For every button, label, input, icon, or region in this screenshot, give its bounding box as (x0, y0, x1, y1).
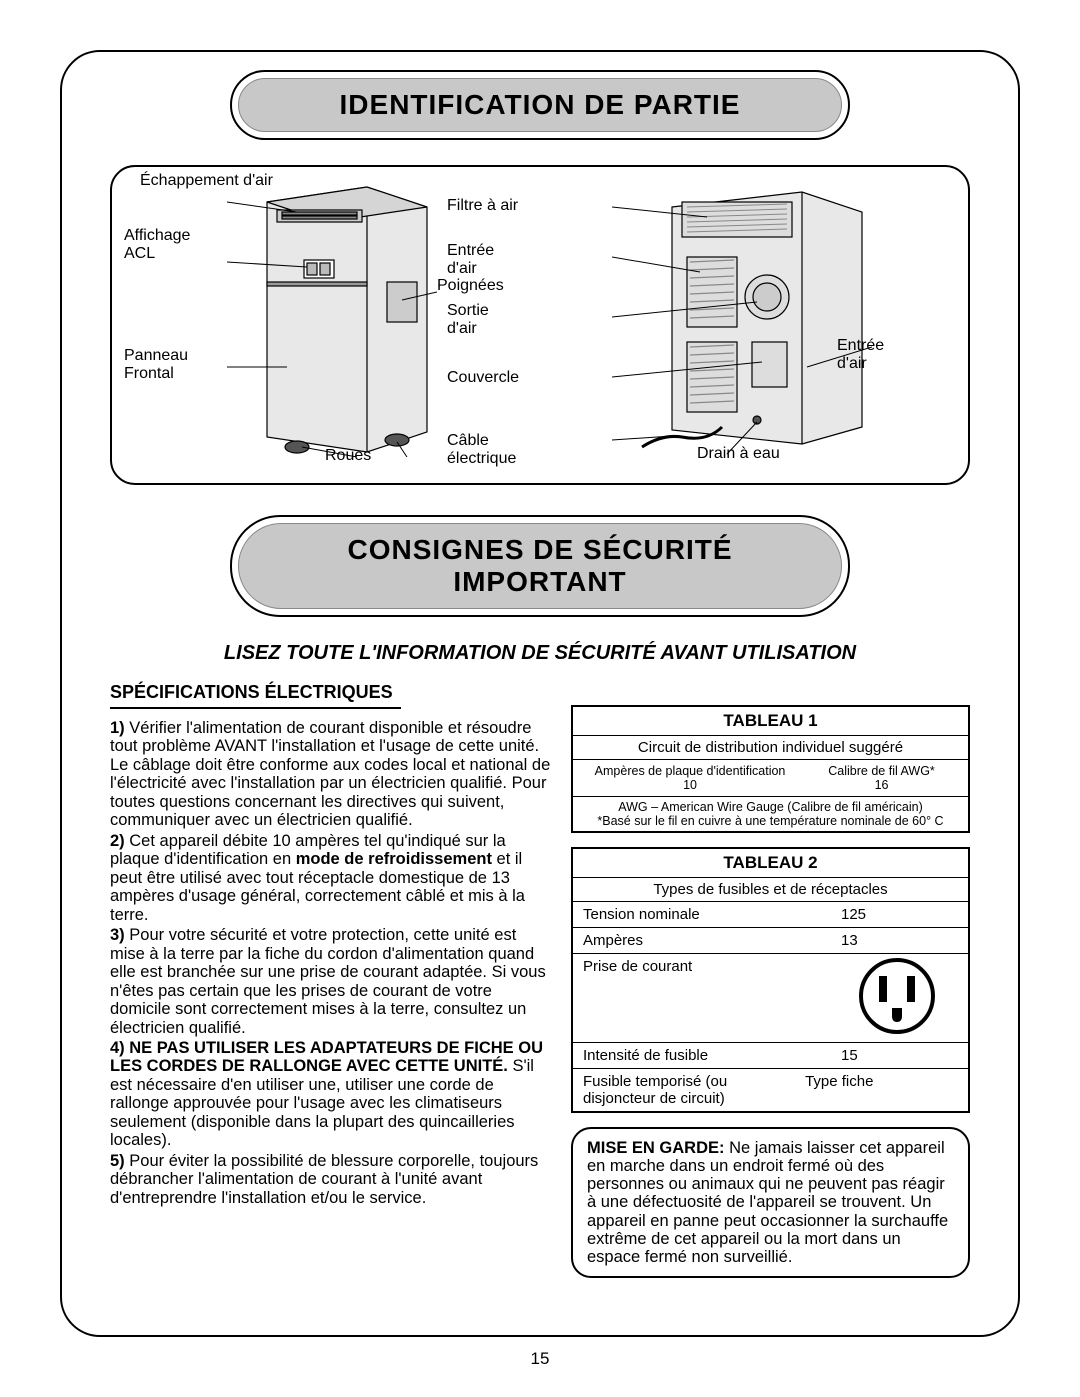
spec-heading: SPÉCIFICATIONS ÉLECTRIQUES (110, 680, 401, 709)
body-text: 1) Vérifier l'alimentation de courant di… (110, 719, 551, 1207)
t1-col1-val: 10 (583, 778, 797, 792)
p5-lead: 5) (110, 1152, 125, 1170)
t2-r4-label: Intensité de fusible (579, 1045, 821, 1066)
label-front-panel: Panneau Frontal (124, 347, 204, 382)
table-1: TABLEAU 1 Circuit de distribution indivi… (571, 705, 970, 833)
identification-title: IDENTIFICATION DE PARTIE (238, 78, 842, 132)
safety-subtitle: LISEZ TOUTE L'INFORMATION DE SÉCURITÉ AV… (110, 642, 970, 665)
t2-r2-val: 13 (821, 930, 962, 951)
p3-text: Pour votre sécurité et votre protection,… (110, 926, 546, 1036)
label-air-outlet: Sortie d'air (447, 302, 507, 337)
label-wheels: Roues (325, 447, 371, 465)
t2-r3-label: Prise de courant (579, 956, 696, 977)
page-number: 15 (0, 1349, 1080, 1369)
parts-diagram: Échappement d'air Affichage ACL Panneau … (110, 165, 970, 485)
t2-r1-val: 125 (821, 904, 962, 925)
label-handles: Poignées (437, 277, 504, 295)
label-power-cord: Câble électrique (447, 432, 527, 467)
label-air-filter: Filtre à air (447, 197, 518, 215)
table2-title: TABLEAU 2 (573, 849, 968, 878)
label-lcd: Affichage ACL (124, 227, 204, 262)
t2-r2-label: Ampères (579, 930, 821, 951)
t1-note1: AWG – American Wire Gauge (Calibre de fi… (577, 800, 964, 814)
safety-title: CONSIGNES DE SÉCURITÉ IMPORTANT (238, 523, 842, 609)
p3-lead: 3) (110, 926, 125, 944)
label-air-inlet: Entrée d'air (447, 242, 507, 277)
right-column: TABLEAU 1 Circuit de distribution indivi… (571, 680, 970, 1278)
rear-unit-illustration (612, 182, 872, 457)
table1-sub: Circuit de distribution individuel suggé… (573, 736, 968, 760)
safety-header: CONSIGNES DE SÉCURITÉ IMPORTANT (230, 515, 850, 617)
label-cover: Couvercle (447, 369, 519, 387)
label-air-inlet2: Entrée d'air (837, 337, 897, 372)
warning-box: MISE EN GARDE: Ne jamais laisser cet app… (571, 1127, 970, 1278)
warning-lead: MISE EN GARDE: (587, 1139, 725, 1157)
left-column: SPÉCIFICATIONS ÉLECTRIQUES 1) Vérifier l… (110, 680, 551, 1278)
p2-lead: 2) (110, 832, 125, 850)
p5-text: Pour éviter la possibilité de blessure c… (110, 1152, 538, 1207)
t2-r5-val: Type fiche (801, 1071, 962, 1109)
t1-col1-label: Ampères de plaque d'identification (583, 764, 797, 778)
t1-note2: *Basé sur le fil en cuivre à une tempéra… (577, 814, 964, 828)
front-unit-illustration (227, 182, 437, 457)
p1-lead: 1) (110, 719, 125, 737)
p2-bold: mode de refroidissement (296, 850, 492, 868)
t2-r5-label: Fusible temporisé (ou disjoncteur de cir… (579, 1071, 801, 1109)
outlet-icon (857, 956, 937, 1036)
t2-r4-val: 15 (821, 1045, 962, 1066)
table1-title: TABLEAU 1 (573, 707, 968, 736)
p1-text: Vérifier l'alimentation de courant dispo… (110, 719, 550, 829)
table-2: TABLEAU 2 Types de fusibles et de récept… (571, 847, 970, 1113)
t1-col2-label: Calibre de fil AWG* (805, 764, 958, 778)
warning-text: Ne jamais laisser cet appareil en marche… (587, 1139, 948, 1266)
label-water-drain: Drain à eau (697, 445, 780, 463)
t2-r1-label: Tension nominale (579, 904, 821, 925)
identification-header: IDENTIFICATION DE PARTIE (230, 70, 850, 140)
t1-col2-val: 16 (805, 778, 958, 792)
table2-sub: Types de fusibles et de réceptacles (573, 878, 968, 902)
label-exhaust: Échappement d'air (140, 172, 273, 190)
p4-bold: 4) NE PAS UTILISER LES ADAPTATEURS DE FI… (110, 1039, 543, 1075)
